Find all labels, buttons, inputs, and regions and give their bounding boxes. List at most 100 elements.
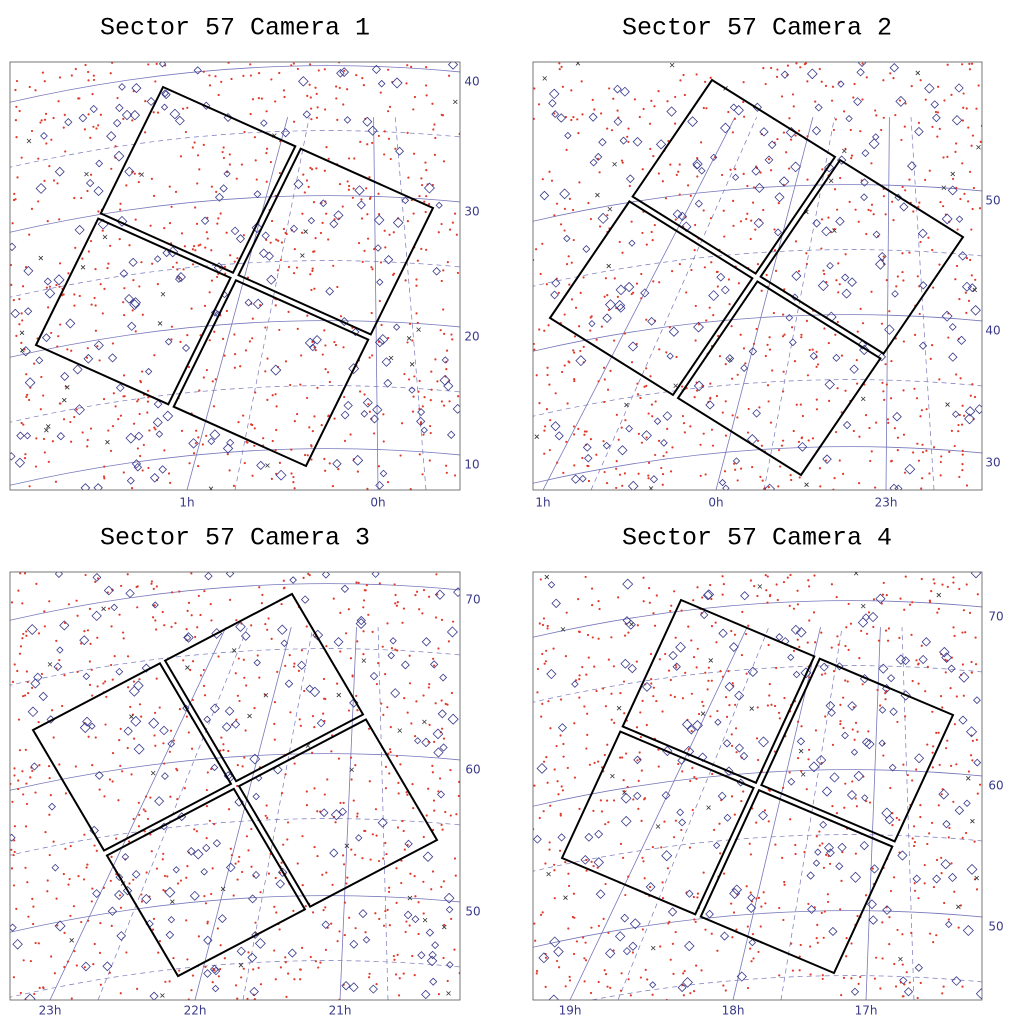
star — [109, 244, 112, 247]
star — [222, 749, 225, 752]
star — [702, 871, 705, 874]
target — [189, 890, 200, 901]
star — [98, 359, 101, 362]
star — [759, 475, 762, 478]
star — [169, 795, 172, 798]
star — [19, 572, 22, 575]
star — [405, 920, 408, 923]
target — [758, 810, 768, 821]
star — [912, 825, 916, 828]
bright-star — [361, 658, 367, 663]
star — [797, 270, 801, 273]
target — [343, 400, 353, 411]
star — [356, 815, 359, 818]
target — [121, 109, 133, 121]
star — [172, 956, 175, 960]
target — [620, 913, 630, 923]
star — [110, 663, 113, 667]
star — [129, 705, 132, 708]
star — [777, 202, 780, 205]
star — [196, 154, 200, 157]
star — [535, 972, 538, 975]
star — [192, 245, 196, 248]
star — [168, 221, 172, 225]
bright-star — [26, 138, 32, 144]
target — [747, 893, 756, 902]
star — [820, 631, 823, 634]
star — [374, 912, 377, 915]
target — [973, 758, 982, 767]
star — [913, 882, 916, 885]
star — [119, 906, 123, 909]
star — [301, 835, 304, 838]
star — [430, 370, 433, 373]
dec-label: 70 — [465, 593, 480, 607]
star — [312, 250, 315, 253]
target — [939, 646, 950, 658]
star — [198, 389, 201, 392]
star — [607, 931, 610, 935]
star — [83, 966, 87, 969]
star — [861, 98, 864, 101]
target — [680, 221, 692, 232]
star — [431, 764, 434, 767]
star — [806, 178, 809, 181]
star — [393, 958, 396, 961]
star — [636, 759, 639, 762]
target — [731, 884, 743, 895]
star — [99, 283, 102, 286]
star — [880, 128, 883, 132]
target — [895, 95, 907, 107]
star — [731, 131, 734, 134]
star — [637, 779, 640, 782]
star — [250, 827, 253, 831]
star — [453, 857, 457, 860]
star — [96, 636, 99, 639]
star — [126, 746, 129, 750]
star — [274, 978, 277, 981]
star — [736, 479, 739, 482]
star — [437, 647, 440, 650]
star — [356, 709, 359, 712]
star — [971, 739, 974, 742]
star — [328, 462, 331, 465]
star — [725, 715, 729, 718]
bright-star — [263, 692, 269, 698]
star — [300, 354, 303, 357]
target — [814, 848, 822, 856]
star — [924, 178, 927, 181]
star — [581, 456, 584, 460]
star — [541, 702, 544, 706]
star — [186, 106, 189, 109]
target — [841, 731, 849, 740]
target — [54, 166, 65, 177]
star — [824, 84, 828, 87]
star — [407, 378, 411, 381]
star — [137, 825, 141, 828]
star — [220, 80, 223, 83]
target — [355, 834, 363, 842]
star — [313, 787, 316, 790]
star — [913, 333, 917, 336]
target — [351, 327, 360, 337]
star — [978, 207, 982, 210]
star — [533, 922, 536, 925]
target — [447, 62, 459, 70]
star — [215, 190, 218, 193]
star — [764, 82, 767, 86]
star — [44, 831, 47, 834]
star — [168, 750, 171, 753]
star — [264, 326, 267, 329]
star — [442, 404, 446, 407]
star — [783, 880, 786, 884]
star — [576, 118, 579, 121]
star — [113, 654, 116, 658]
star — [917, 897, 920, 900]
star — [563, 364, 566, 367]
star — [70, 440, 73, 443]
target — [942, 819, 951, 829]
star — [870, 450, 873, 453]
star — [25, 395, 28, 399]
star — [26, 393, 29, 396]
target — [421, 989, 431, 1000]
